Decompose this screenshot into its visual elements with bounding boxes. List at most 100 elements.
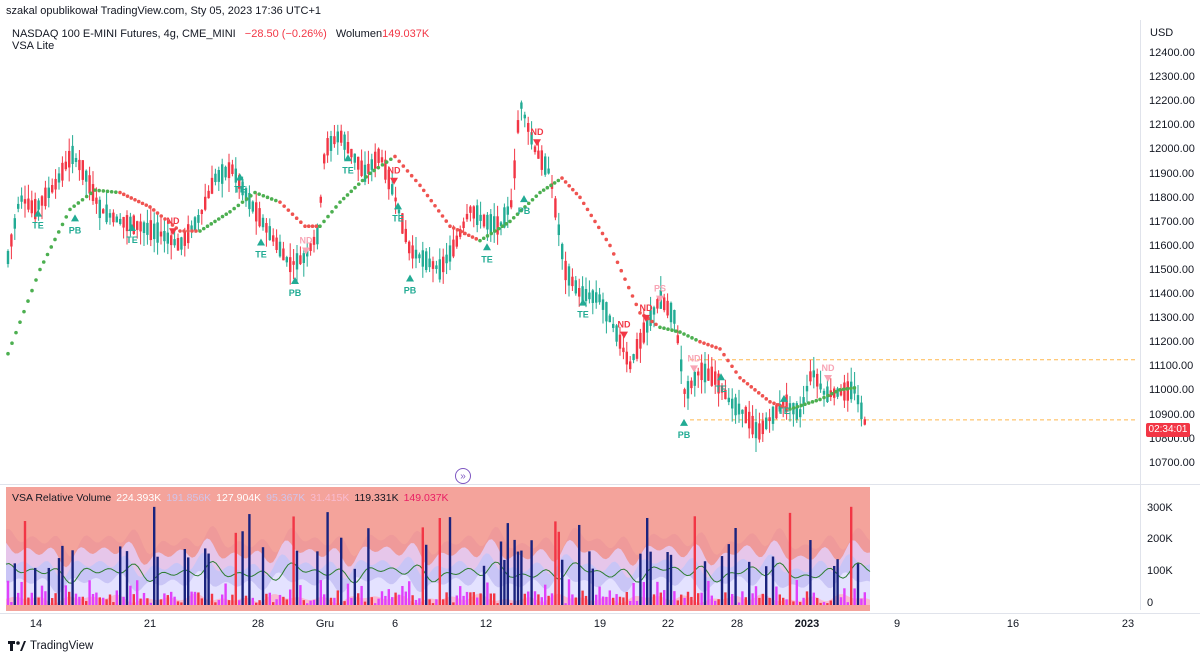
volume-bar <box>207 553 210 605</box>
price-chart-pane[interactable]: TE PB TE ND TE TE ND PB TE ND TE PB TE ND PB TE PS ND ND ND… <box>0 20 1200 484</box>
candle-body <box>394 197 397 202</box>
volume-bar <box>673 591 676 605</box>
volume-bar <box>748 561 751 605</box>
trailing-stop-dot <box>466 233 471 238</box>
candle-body <box>452 239 455 257</box>
volume-bar <box>697 593 700 605</box>
volume-bar <box>265 593 268 605</box>
candle-body <box>61 162 64 181</box>
tradingview-icon <box>8 641 26 651</box>
trailing-stop-dot <box>216 217 221 221</box>
trailing-stop-dot <box>623 277 627 281</box>
trailing-stop-dot <box>41 260 46 264</box>
volume-bar <box>663 590 666 605</box>
trailing-stop-dot <box>56 230 61 234</box>
trailing-stop-dot <box>481 236 486 241</box>
signal-triangle <box>169 228 177 236</box>
volume-pane-title[interactable]: VSA Relative Volume <box>12 492 112 504</box>
volume-bar <box>520 550 523 605</box>
volume-bar <box>85 601 88 605</box>
candle-body <box>816 373 819 387</box>
volume-bar <box>91 593 95 605</box>
candle-body <box>149 220 152 241</box>
trailing-stop-dot <box>604 237 609 242</box>
trailing-stop-dot <box>170 223 175 227</box>
candle-body <box>105 204 108 223</box>
trailing-stop-dot <box>84 194 89 199</box>
volume-bar <box>17 592 20 605</box>
candle-body <box>639 332 642 349</box>
volume-pane-canvas[interactable] <box>0 485 1140 611</box>
pane-separator[interactable] <box>0 484 1200 485</box>
candle-body <box>204 196 207 210</box>
volume-bar <box>744 597 747 605</box>
volume-bar <box>27 597 30 605</box>
candle-body <box>377 148 380 163</box>
candle-body <box>71 145 74 164</box>
symbol-title[interactable]: NASDAQ 100 E-MINI Futures, 4g, CME_MINI <box>12 28 236 40</box>
price-axis-tick: 11300.00 <box>1149 312 1195 325</box>
candle-body <box>724 389 727 400</box>
volume-band-value: 119.331K <box>354 492 399 504</box>
trailing-stop-dot <box>64 215 69 219</box>
indicator-legend[interactable]: VSA Lite <box>12 40 55 52</box>
trailing-stop-dot <box>734 370 738 374</box>
trailing-stop-dot <box>418 183 422 188</box>
volume-bar <box>176 601 180 605</box>
symbol-legend[interactable]: NASDAQ 100 E-MINI Futures, 4g, CME_MINI … <box>12 27 429 41</box>
candle-body <box>132 215 135 234</box>
time-axis-tick: 19 <box>593 618 607 630</box>
candle-body <box>163 230 166 242</box>
volume-bar <box>210 593 214 605</box>
candle-body <box>210 177 214 194</box>
volume-bar <box>659 592 662 605</box>
candle-body <box>40 196 44 206</box>
volume-average-line <box>5 560 871 584</box>
volume-band-value: 127.904K <box>216 492 262 504</box>
candle-body <box>146 222 149 235</box>
candle-body <box>23 199 27 204</box>
candle-body <box>119 218 122 224</box>
price-axis-tick: 12000.00 <box>1149 143 1195 156</box>
trailing-stop-dot <box>303 224 307 229</box>
candle-body <box>581 286 584 303</box>
volume-bar <box>156 556 159 605</box>
candle-body <box>782 400 785 408</box>
volume-bar <box>340 537 343 605</box>
trailing-stop-dot <box>121 192 126 197</box>
candle-body <box>482 214 486 227</box>
signal-triangle <box>780 394 788 402</box>
signal-triangle <box>236 173 244 181</box>
volume-bar <box>54 593 57 605</box>
candle-body <box>771 406 775 424</box>
price-axis-tick: 11600.00 <box>1149 239 1195 252</box>
candle-body <box>697 371 700 376</box>
candle-body <box>465 213 469 220</box>
volume-bar <box>635 600 639 605</box>
price-axis-tick: 11500.00 <box>1149 263 1195 276</box>
tradingview-logo[interactable]: TradingView <box>8 640 93 652</box>
volume-bar <box>442 599 445 605</box>
go-to-realtime-icon[interactable]: » <box>455 468 471 484</box>
candle-body <box>863 419 866 425</box>
volume-bar <box>428 599 431 605</box>
trailing-stop-dot <box>638 311 642 315</box>
signal-triangle <box>390 177 398 185</box>
currency-label[interactable]: USD <box>1150 27 1174 39</box>
volume-bar <box>438 518 441 605</box>
trailing-stop-dot <box>444 219 449 223</box>
volume-pane-legend[interactable]: VSA Relative Volume 224.393K 191.856K 127.9… <box>12 492 459 504</box>
volume-bar <box>258 600 261 605</box>
signal-label: ND <box>300 235 313 245</box>
candle-body <box>805 385 809 392</box>
volume-bar <box>244 595 248 605</box>
time-axis-tick: 28 <box>251 618 265 630</box>
volume-bar <box>37 597 40 605</box>
volume-bar <box>805 591 809 605</box>
volume-bar <box>431 603 435 605</box>
trailing-stop-dot <box>545 185 550 190</box>
candle-body <box>30 200 33 214</box>
trailing-stop-dot <box>485 234 490 238</box>
volume-bar <box>275 599 278 605</box>
